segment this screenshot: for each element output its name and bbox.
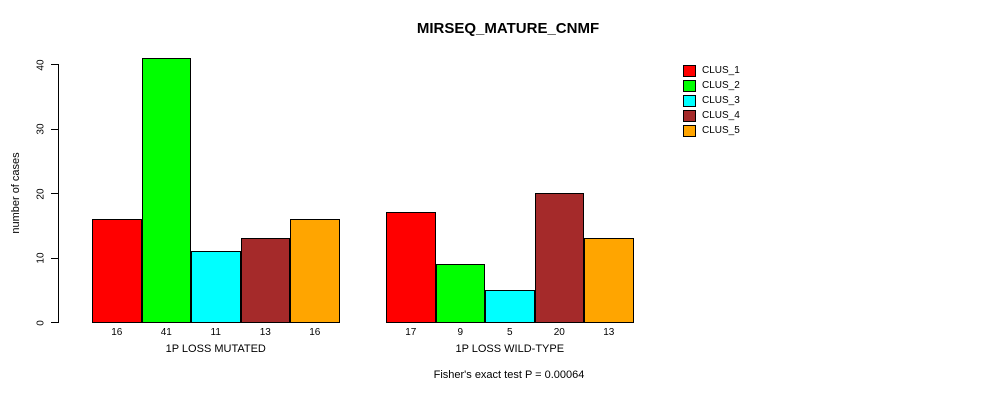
bar-clus-3-group-2 (485, 290, 535, 323)
fisher-test-annotation: Fisher's exact test P = 0.00064 (433, 369, 585, 381)
y-tick-mark (51, 64, 58, 65)
group-label: 1P LOSS MUTATED (165, 343, 266, 355)
bar-clus-4-group-1 (240, 238, 290, 323)
y-tick-label: 0 (35, 319, 47, 326)
legend-label: CLUS_3 (702, 95, 740, 106)
legend-label: CLUS_2 (702, 80, 740, 91)
bar-value-label: 41 (160, 327, 172, 338)
bar-value-label: 16 (309, 327, 321, 338)
y-tick-label: 20 (35, 187, 47, 200)
legend-item-clus-2: CLUS_2 (683, 78, 740, 93)
group-label: 1P LOSS WILD-TYPE (455, 343, 565, 355)
bar-clus-2-group-1 (141, 58, 191, 323)
y-tick-label: 30 (35, 123, 47, 135)
bar-value-label: 13 (259, 327, 271, 338)
bar-clus-5-group-1 (290, 219, 340, 323)
y-tick-mark (51, 128, 58, 130)
y-tick-mark (51, 322, 58, 323)
bar-value-label: 5 (506, 327, 513, 338)
legend-label: CLUS_4 (702, 110, 740, 121)
legend-item-clus-5: CLUS_5 (683, 123, 740, 138)
legend-item-clus-3: CLUS_3 (683, 93, 740, 108)
bar-value-label: 9 (457, 327, 464, 338)
bar-clus-3-group-1 (191, 251, 241, 323)
bar-clus-4-group-2 (534, 193, 584, 323)
legend-swatch-clus-5 (683, 124, 696, 137)
legend-swatch-clus-1 (683, 64, 696, 77)
bar-value-label: 13 (603, 327, 615, 338)
bar-value-label: 11 (210, 327, 221, 338)
legend-label: CLUS_1 (702, 65, 740, 76)
y-tick-mark (51, 257, 58, 259)
bar-clus-5-group-2 (584, 238, 634, 323)
bar-value-label: 16 (111, 327, 123, 338)
legend: CLUS_1 CLUS_2 CLUS_3 CLUS_4 CLUS_5 (683, 63, 740, 138)
y-axis-line (58, 64, 59, 323)
y-axis-label: number of cases (10, 152, 22, 234)
bar-clus-1-group-2 (386, 212, 436, 323)
legend-swatch-clus-4 (683, 109, 696, 122)
y-tick-label: 10 (35, 252, 47, 264)
bar-clus-1-group-1 (92, 219, 142, 323)
bar-value-label: 17 (405, 327, 417, 338)
legend-item-clus-1: CLUS_1 (683, 63, 740, 78)
legend-swatch-clus-3 (683, 94, 696, 107)
legend-item-clus-4: CLUS_4 (683, 108, 740, 123)
legend-swatch-clus-2 (683, 79, 696, 92)
bar-value-label: 20 (553, 327, 565, 338)
chart-title: MIRSEQ_MATURE_CNMF (416, 20, 600, 37)
legend-label: CLUS_5 (702, 125, 740, 136)
bar-clus-2-group-2 (435, 264, 485, 323)
y-tick-label: 40 (35, 58, 47, 71)
y-tick-mark (51, 193, 58, 194)
